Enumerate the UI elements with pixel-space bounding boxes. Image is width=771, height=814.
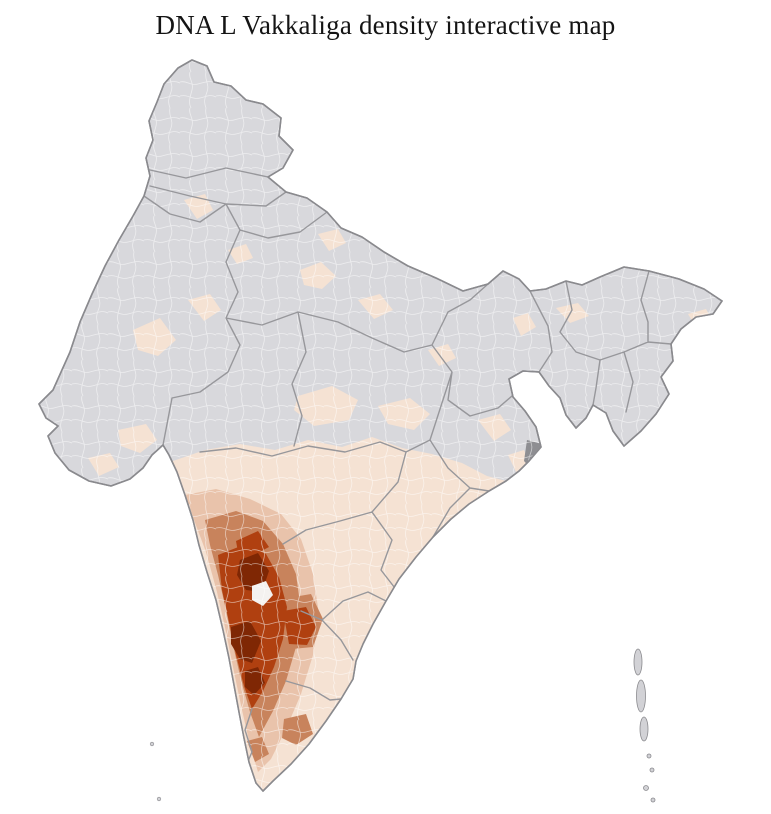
island[interactable] <box>646 753 652 759</box>
island[interactable] <box>156 796 162 802</box>
state-borders <box>143 167 672 784</box>
andaman-nicobar-islands[interactable] <box>633 648 656 803</box>
lakshadweep-islands[interactable] <box>149 741 162 802</box>
island[interactable] <box>649 767 655 773</box>
island[interactable] <box>639 716 649 742</box>
island[interactable] <box>650 797 656 803</box>
island[interactable] <box>643 785 649 791</box>
island[interactable] <box>636 679 646 713</box>
island[interactable] <box>633 648 643 676</box>
map-title: DNA L Vakkaliga density interactive map <box>155 10 616 40</box>
island[interactable] <box>149 741 155 747</box>
